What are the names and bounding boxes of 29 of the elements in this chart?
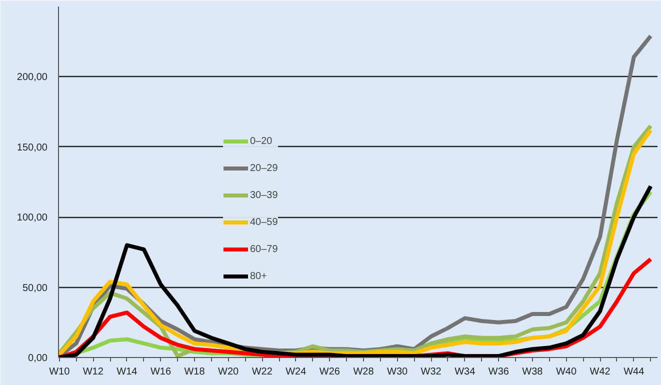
y-tick-label: 100,00 bbox=[16, 212, 48, 224]
x-tick-label: W30 bbox=[387, 366, 408, 378]
x-tick-label: W16 bbox=[150, 366, 172, 378]
x-tick-label: W14 bbox=[116, 366, 138, 378]
x-tick-label: W20 bbox=[218, 366, 240, 378]
x-tick-label: W44 bbox=[624, 366, 645, 378]
x-tick-label: W32 bbox=[420, 366, 442, 378]
legend-label: 20–29 bbox=[250, 162, 278, 174]
y-tick-label: 200,00 bbox=[16, 72, 48, 84]
x-tick-label: W26 bbox=[319, 366, 340, 378]
x-tick-label: W34 bbox=[454, 366, 476, 378]
x-tick-label: W18 bbox=[184, 366, 206, 378]
legend-label: 80+ bbox=[250, 270, 268, 282]
y-tick-label: 50,00 bbox=[22, 282, 48, 294]
x-tick-label: W40 bbox=[556, 366, 577, 378]
y-tick-label: 150,00 bbox=[16, 142, 48, 154]
legend-label: 0–20 bbox=[250, 136, 272, 146]
legend-label: 30–39 bbox=[250, 190, 278, 200]
x-tick-label: W24 bbox=[286, 366, 307, 378]
legend-label: 60–79 bbox=[250, 244, 278, 254]
x-tick-label: W22 bbox=[252, 366, 273, 378]
x-tick-label: W42 bbox=[590, 366, 611, 378]
x-tick-label: W38 bbox=[522, 366, 544, 378]
x-tick-label: W12 bbox=[82, 366, 104, 378]
y-tick-label: 0,00 bbox=[28, 353, 48, 364]
legend-label: 40–59 bbox=[250, 216, 278, 228]
x-tick-label: W10 bbox=[49, 366, 70, 378]
x-tick-label: W36 bbox=[488, 366, 510, 378]
x-tick-label: W28 bbox=[353, 366, 374, 378]
